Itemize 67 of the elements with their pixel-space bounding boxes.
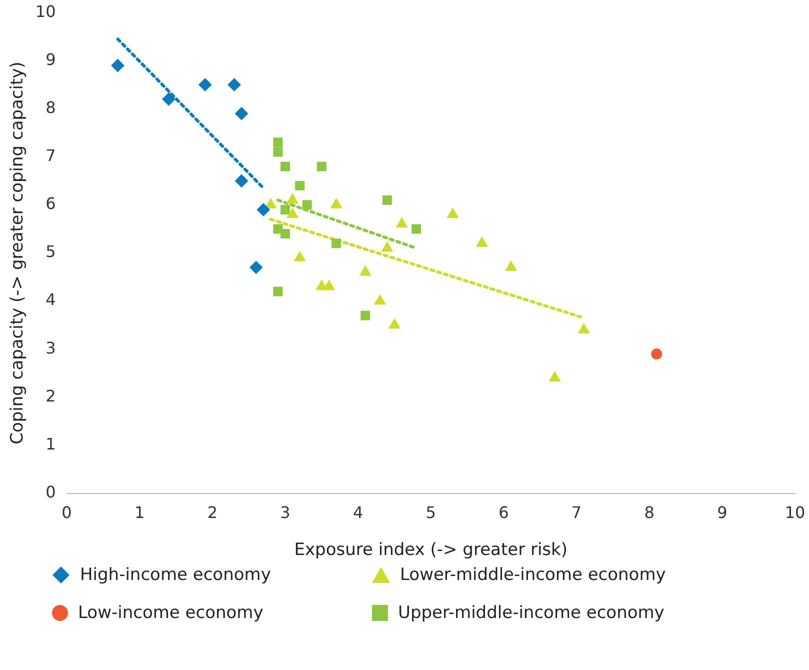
point <box>162 92 176 106</box>
y-tick-label: 5 <box>46 242 56 262</box>
y-tick-label: 4 <box>46 290 56 310</box>
x-tick-label: 5 <box>426 503 436 522</box>
legend-label: Upper-middle-income economy <box>398 603 664 623</box>
legend-label: Lower-middle-income economy <box>400 565 666 585</box>
legend-label: High-income economy <box>80 565 271 585</box>
point <box>264 198 276 208</box>
point <box>374 294 386 305</box>
y-tick-label: 1 <box>46 434 56 454</box>
point <box>381 242 393 252</box>
point <box>651 348 662 360</box>
point <box>476 236 488 247</box>
y-tick-label: 2 <box>46 386 56 406</box>
point <box>330 198 342 208</box>
x-tick-label: 0 <box>62 503 72 522</box>
point <box>331 238 341 248</box>
point <box>280 204 290 214</box>
point <box>235 174 248 188</box>
y-tick-label: 9 <box>46 50 56 69</box>
point <box>360 310 370 320</box>
point <box>235 107 248 120</box>
point <box>280 162 290 172</box>
point <box>412 224 422 234</box>
point <box>316 162 326 172</box>
x-tick-label: 8 <box>644 503 654 522</box>
x-tick-label: 4 <box>352 503 364 522</box>
x-tick-label: 9 <box>717 503 728 522</box>
point <box>273 224 283 234</box>
point <box>273 147 283 157</box>
y-axis-title: Coping capacity (-> greater coping capacity) <box>8 62 28 444</box>
point <box>294 251 306 262</box>
point <box>256 203 270 216</box>
point <box>382 195 392 205</box>
point <box>388 318 400 329</box>
y-tick-label: 3 <box>46 338 56 358</box>
point <box>280 229 290 239</box>
y-tick-label: 6 <box>46 194 56 214</box>
point <box>323 280 335 290</box>
y-tick-label: 0 <box>46 482 56 502</box>
x-tick-label: 3 <box>280 503 290 522</box>
point <box>302 200 312 210</box>
point <box>447 208 458 218</box>
x-tick-label: 7 <box>571 503 582 522</box>
y-tick-label: 7 <box>46 146 56 165</box>
point <box>578 323 590 334</box>
point <box>273 286 283 296</box>
point <box>228 78 241 92</box>
point <box>286 194 298 204</box>
point <box>250 260 263 274</box>
point <box>295 180 305 190</box>
legend-label: Low-income economy <box>78 603 264 623</box>
x-axis-title: Exposure index (-> greater risk) <box>294 540 568 560</box>
x-tick-label: 1 <box>134 503 145 522</box>
y-tick-label: 10 <box>35 2 56 21</box>
point <box>111 58 124 72</box>
point <box>286 208 298 218</box>
point <box>396 218 408 228</box>
point <box>548 372 560 382</box>
x-tick-label: 10 <box>784 503 806 522</box>
x-tick-label: 6 <box>498 503 509 522</box>
y-tick-label: 8 <box>46 98 56 117</box>
point <box>198 78 212 92</box>
x-tick-label: 2 <box>207 503 218 522</box>
point <box>505 260 517 271</box>
point <box>273 138 283 148</box>
point <box>360 266 372 276</box>
